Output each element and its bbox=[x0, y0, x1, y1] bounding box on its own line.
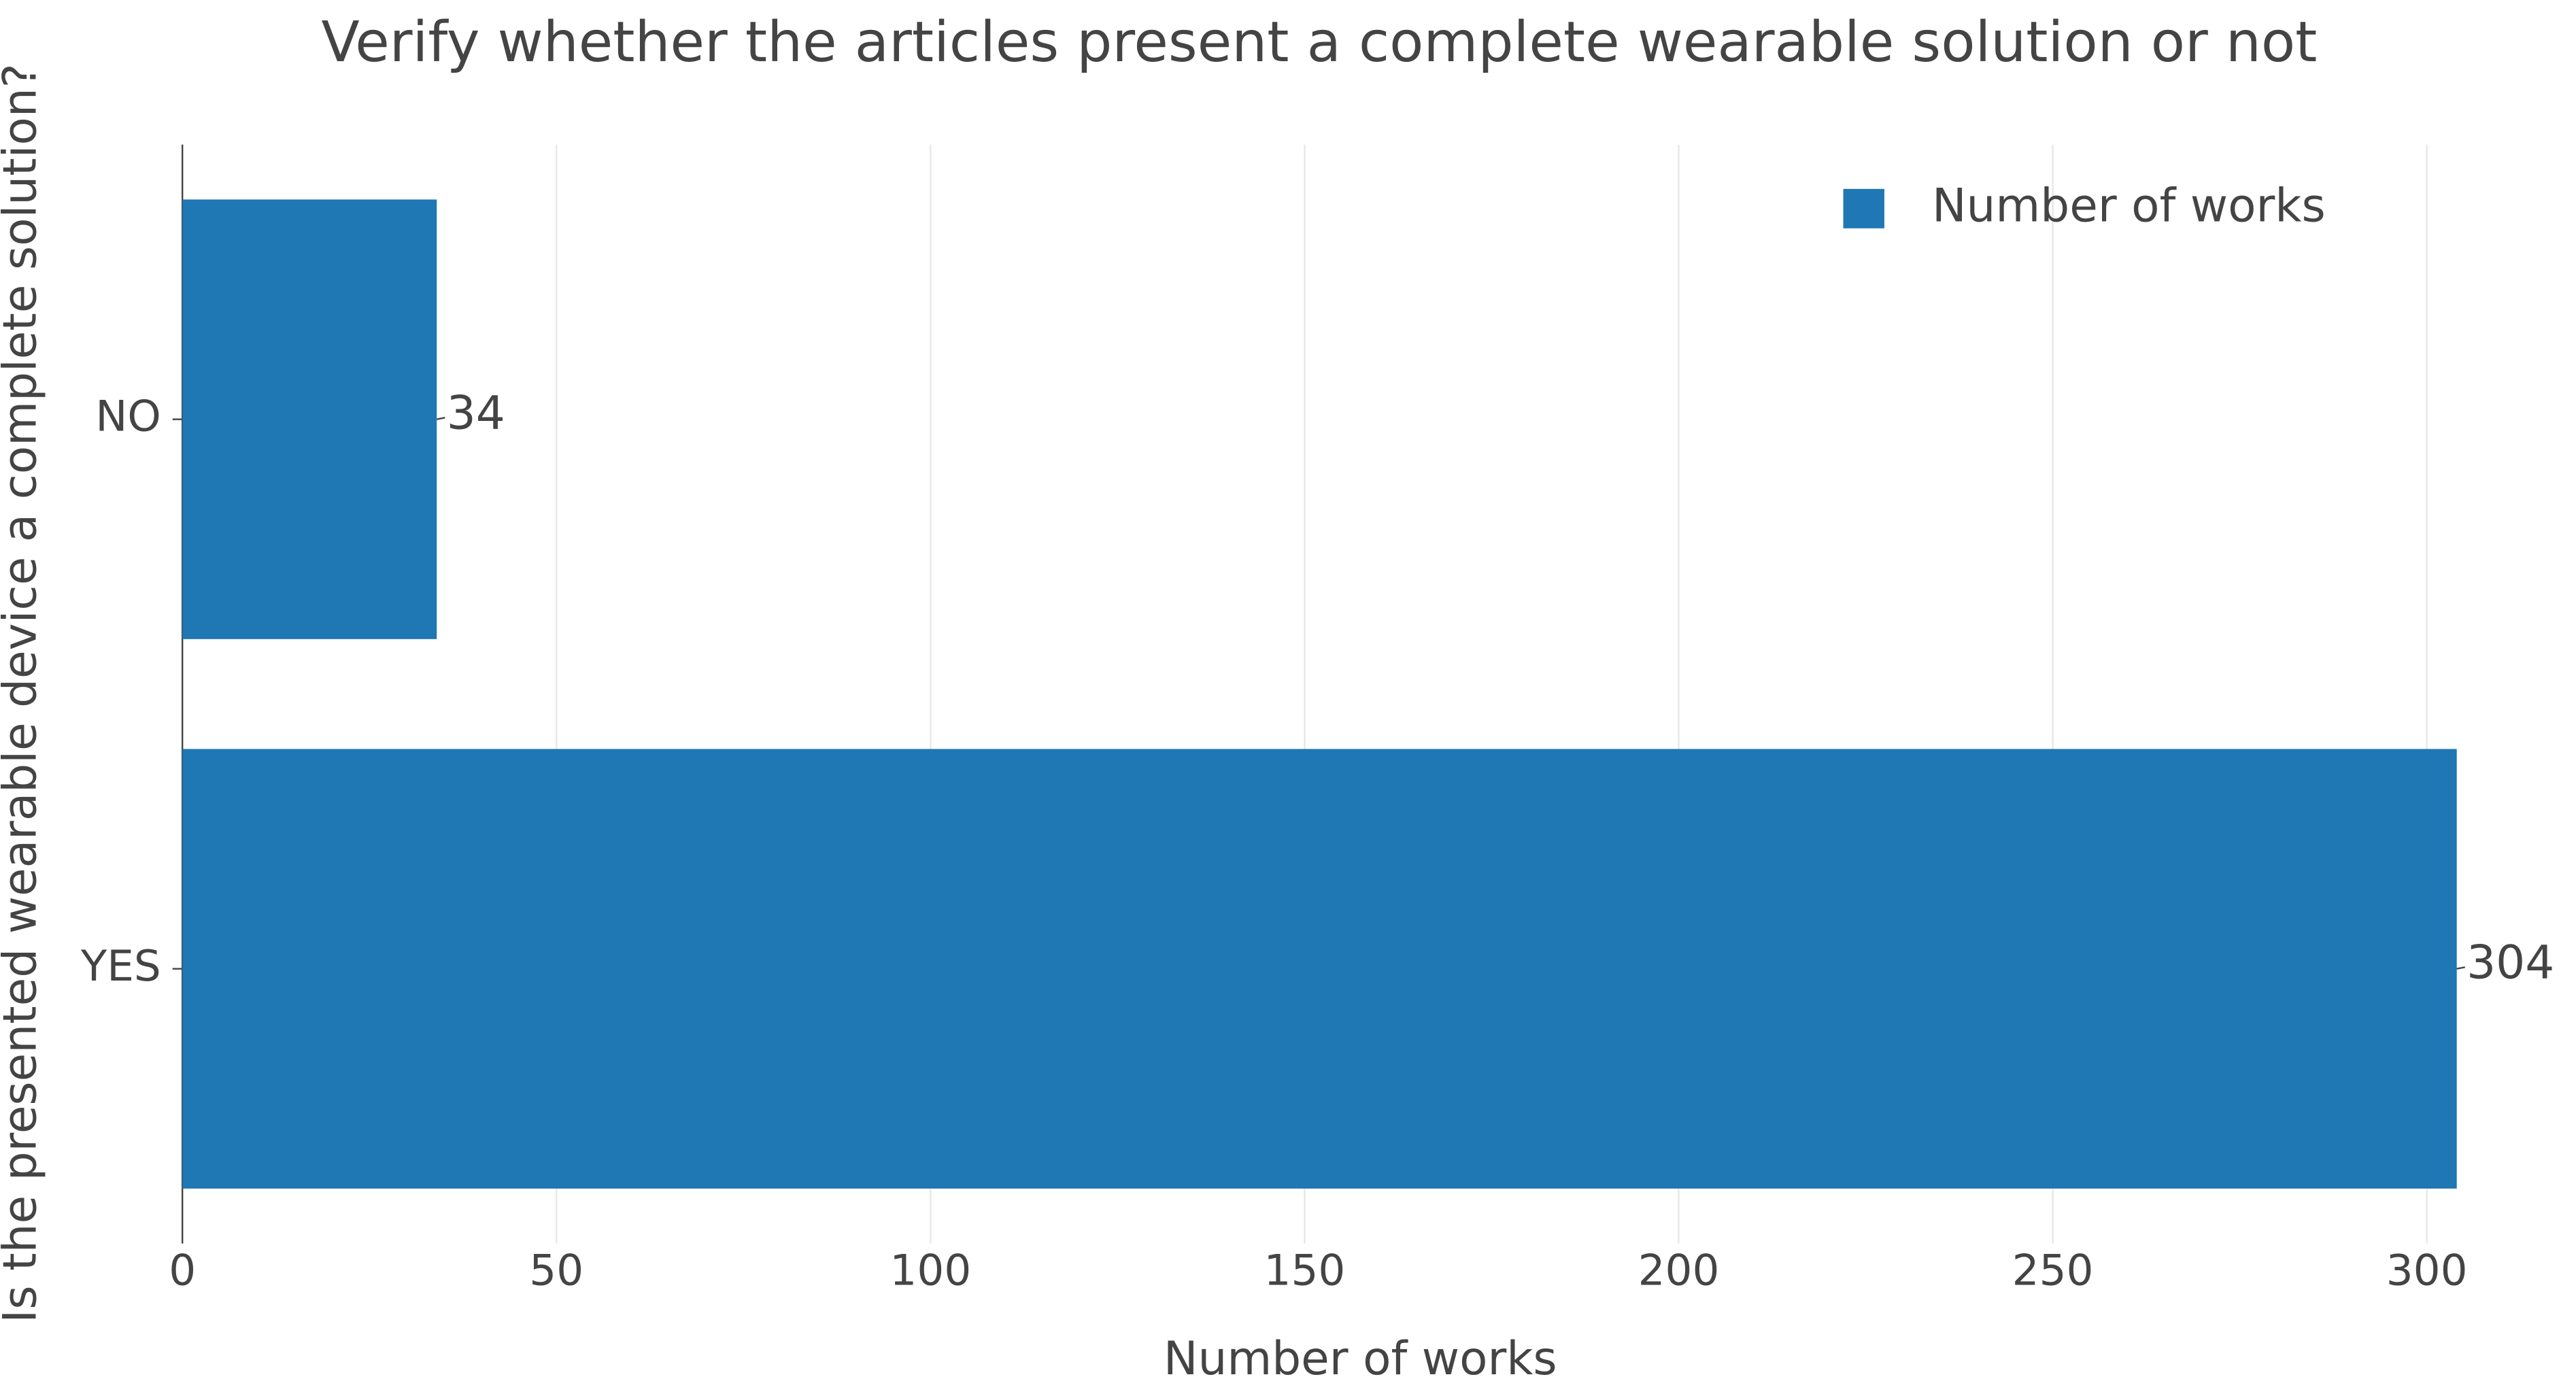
y-tick-label: YES bbox=[80, 941, 161, 991]
x-tick-label: 100 bbox=[889, 1245, 971, 1295]
data-label: 304 bbox=[2467, 935, 2554, 989]
x-tick-label: 250 bbox=[2012, 1245, 2094, 1295]
x-tick-label: 0 bbox=[169, 1245, 196, 1295]
x-tick-label: 200 bbox=[1638, 1245, 1720, 1295]
x-tick-label: 50 bbox=[529, 1245, 583, 1295]
x-tick-label: 150 bbox=[1264, 1245, 1345, 1295]
bar bbox=[182, 749, 2457, 1189]
x-tick-label: 300 bbox=[2386, 1245, 2468, 1295]
chart-title: Verify whether the articles present a co… bbox=[321, 10, 2317, 75]
label-tick bbox=[437, 417, 445, 420]
legend-swatch bbox=[1843, 188, 1884, 228]
bar bbox=[182, 199, 437, 639]
legend-label: Number of works bbox=[1932, 178, 2326, 232]
y-tick-label: NO bbox=[95, 392, 160, 441]
label-tick bbox=[2456, 966, 2465, 970]
data-label: 34 bbox=[447, 386, 505, 439]
y-axis-title: Is the presented wearable device a compl… bbox=[0, 63, 46, 1323]
x-axis-title: Number of works bbox=[1164, 1331, 1557, 1385]
